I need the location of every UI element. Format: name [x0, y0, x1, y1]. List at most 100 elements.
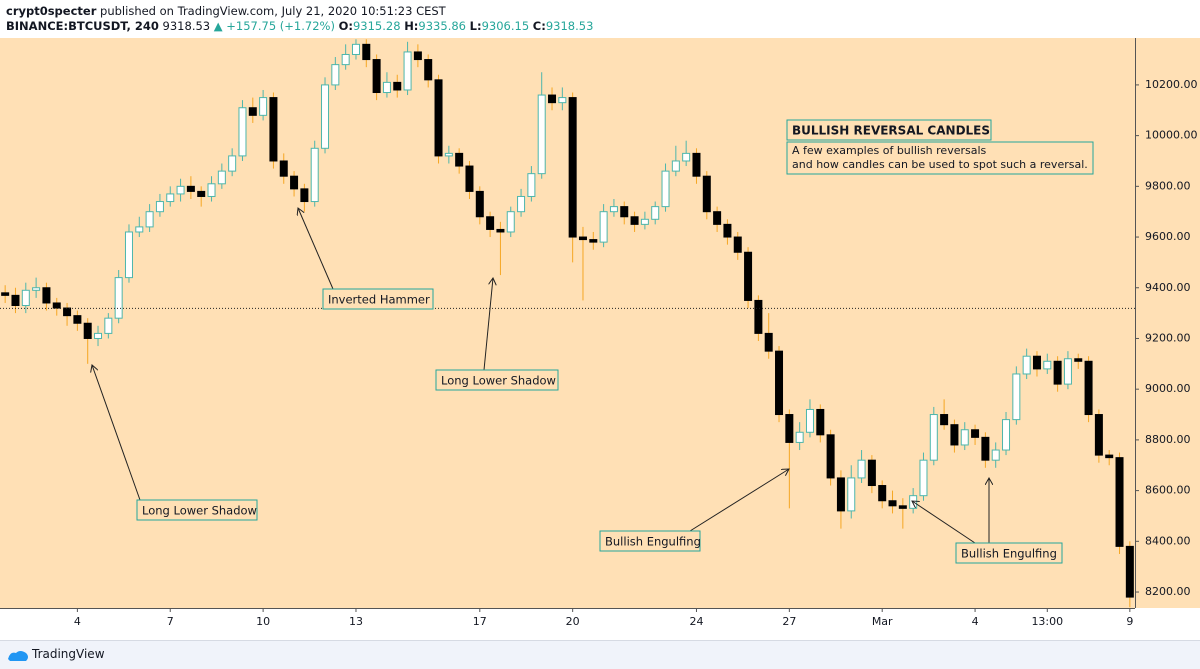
- candle-body: [455, 152, 464, 167]
- candle-body: [413, 51, 422, 61]
- x-tick-label: 9: [1126, 615, 1133, 628]
- candle-body: [857, 459, 866, 479]
- candle-body: [578, 236, 587, 241]
- candle-body: [548, 94, 557, 104]
- candle-body: [764, 332, 773, 352]
- candle-body: [135, 226, 144, 233]
- candle-body: [651, 206, 660, 220]
- candle-body: [1115, 457, 1124, 547]
- candle-body: [867, 459, 876, 487]
- publish-line: crypt0specter published on TradingView.c…: [6, 4, 446, 18]
- candle-body: [805, 408, 814, 433]
- y-tick-label: 8600.00: [1145, 484, 1191, 497]
- annotation-arrow: [689, 469, 789, 532]
- axis-background: [1135, 38, 1200, 608]
- annotation-line: and how candles can be used to spot such…: [792, 158, 1088, 171]
- candle-body: [465, 165, 474, 192]
- x-tick-label: 7: [167, 615, 174, 628]
- y-tick-label: 9000.00: [1145, 382, 1191, 395]
- candle-body: [640, 218, 649, 225]
- x-tick-label: 10: [256, 615, 270, 628]
- candle-body: [537, 94, 546, 175]
- annotation-text: Bullish Engulfing: [605, 535, 701, 549]
- y-tick-label: 8200.00: [1145, 585, 1191, 598]
- candle-body: [145, 211, 154, 228]
- candle-body: [300, 188, 309, 203]
- candle-body: [186, 185, 195, 192]
- published: published on TradingView.com, July 21, 2…: [100, 4, 446, 18]
- candle-body: [259, 97, 268, 116]
- candle-body: [444, 152, 453, 157]
- candle-body: [331, 64, 340, 86]
- x-tick-label: 4: [74, 615, 81, 628]
- candle-body: [1053, 360, 1062, 385]
- candle-body: [1105, 454, 1114, 459]
- candle-body: [486, 216, 495, 230]
- annotation-text: Inverted Hammer: [328, 293, 430, 307]
- candle-body: [21, 289, 30, 307]
- candle-body: [290, 175, 299, 190]
- candle-body: [733, 236, 742, 253]
- candle-body: [238, 107, 247, 157]
- candle-body: [558, 97, 567, 104]
- candle-body: [372, 59, 381, 94]
- y-tick-label: 10200.00: [1145, 78, 1198, 91]
- candle-body: [671, 160, 680, 172]
- candle-body: [424, 59, 433, 81]
- ohlc-value: 9315.28: [352, 19, 401, 33]
- ohlc-key: O:: [338, 19, 353, 33]
- candle-body: [702, 175, 711, 213]
- candle-body: [878, 485, 887, 502]
- candle-body: [599, 211, 608, 243]
- annotation-arrow: [298, 208, 334, 290]
- annotation-line: A few examples of bullish reversals: [792, 144, 987, 157]
- candle-body: [981, 436, 990, 461]
- ohlc-key: H:: [404, 19, 419, 33]
- candle-body: [114, 277, 123, 319]
- x-tick-label: 27: [782, 615, 796, 628]
- annotation-box: [786, 119, 992, 141]
- candle-body: [496, 228, 505, 233]
- x-tick-label: 4: [972, 615, 979, 628]
- x-tick-label: 20: [566, 615, 580, 628]
- candle-body: [527, 173, 536, 197]
- candle-body: [176, 185, 185, 195]
- candle-body: [310, 147, 319, 203]
- candle-body: [723, 223, 732, 238]
- candle-body: [692, 152, 701, 177]
- candle-body: [217, 170, 226, 185]
- candle-body: [506, 211, 515, 233]
- ohlc-key: L:: [469, 19, 482, 33]
- ohlc-value: 9335.86: [418, 19, 466, 33]
- candle-body: [888, 500, 897, 507]
- candle-body: [228, 155, 237, 172]
- candle-body: [475, 190, 484, 218]
- candle-body: [682, 152, 691, 162]
- annotation-text: BULLISH REVERSAL CANDLES: [792, 124, 990, 138]
- symbol: BINANCE:BTCUSDT, 240: [6, 19, 159, 33]
- y-tick-label: 10000.00: [1145, 129, 1198, 142]
- candle-body: [1043, 360, 1052, 370]
- candle-body: [847, 477, 856, 512]
- candle-body: [1002, 419, 1011, 451]
- candle-body: [589, 239, 598, 243]
- x-tick-label: 13:00: [1031, 615, 1063, 628]
- candle-body: [795, 431, 804, 443]
- y-tick-label: 9800.00: [1145, 179, 1191, 192]
- candle-body: [630, 216, 639, 225]
- candle-body: [351, 43, 360, 55]
- candle-body: [52, 302, 61, 309]
- publisher: crypt0specter: [6, 4, 97, 18]
- chart: 8200.00 8400.00 8600.00 8800.00 9000.00 9200.…: [0, 38, 1200, 628]
- candle-body: [248, 107, 257, 116]
- annotation-box: [435, 369, 559, 391]
- candle-body: [1012, 373, 1021, 421]
- candle-body: [661, 170, 670, 208]
- candle-body: [403, 51, 412, 91]
- candle-body: [620, 206, 629, 218]
- candle-body: [919, 459, 928, 497]
- x-tick-label: 17: [473, 615, 487, 628]
- candle-body: [991, 449, 1000, 461]
- brand: TradingView: [32, 647, 105, 661]
- annotation-box: [786, 141, 1094, 175]
